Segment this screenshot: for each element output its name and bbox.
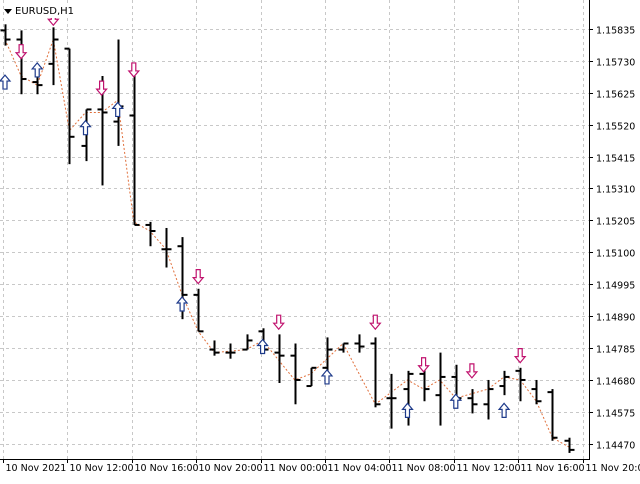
price-tick-label: 1.15205 bbox=[596, 217, 635, 228]
time-tick-label: 11 Nov 08:00 bbox=[392, 463, 456, 474]
price-tick-label: 1.15520 bbox=[596, 122, 635, 133]
price-tick-label: 1.14575 bbox=[596, 409, 635, 420]
price-tick-label: 1.15415 bbox=[596, 154, 635, 165]
symbol-label: EURUSD,H1 bbox=[15, 6, 74, 17]
price-tick-label: 1.15100 bbox=[596, 249, 635, 260]
price-tick-label: 1.15310 bbox=[596, 185, 635, 196]
price-tick-label: 1.15835 bbox=[596, 26, 635, 37]
time-tick-label: 11 Nov 04:00 bbox=[328, 463, 392, 474]
time-tick-label: 11 Nov 20:00 bbox=[586, 463, 640, 474]
time-tick-label: 11 Nov 12:00 bbox=[457, 463, 521, 474]
time-tick-label: 10 Nov 16:00 bbox=[135, 463, 199, 474]
price-tick-label: 1.15730 bbox=[596, 58, 635, 69]
time-tick-label: 10 Nov 2021 bbox=[6, 463, 67, 474]
time-tick-label: 11 Nov 16:00 bbox=[521, 463, 585, 474]
price-tick-label: 1.14470 bbox=[596, 441, 635, 452]
price-tick-label: 1.15625 bbox=[596, 90, 635, 101]
triangle-down-icon[interactable] bbox=[4, 9, 12, 14]
time-tick-label: 10 Nov 12:00 bbox=[70, 463, 134, 474]
price-tick-label: 1.14680 bbox=[596, 377, 635, 388]
price-tick-label: 1.14890 bbox=[596, 313, 635, 324]
price-tick-label: 1.14785 bbox=[596, 345, 635, 356]
time-tick-label: 11 Nov 00:00 bbox=[264, 463, 328, 474]
time-tick-label: 10 Nov 20:00 bbox=[199, 463, 263, 474]
price-tick-label: 1.14995 bbox=[596, 281, 635, 292]
symbol-selector[interactable]: EURUSD,H1 bbox=[4, 4, 74, 18]
